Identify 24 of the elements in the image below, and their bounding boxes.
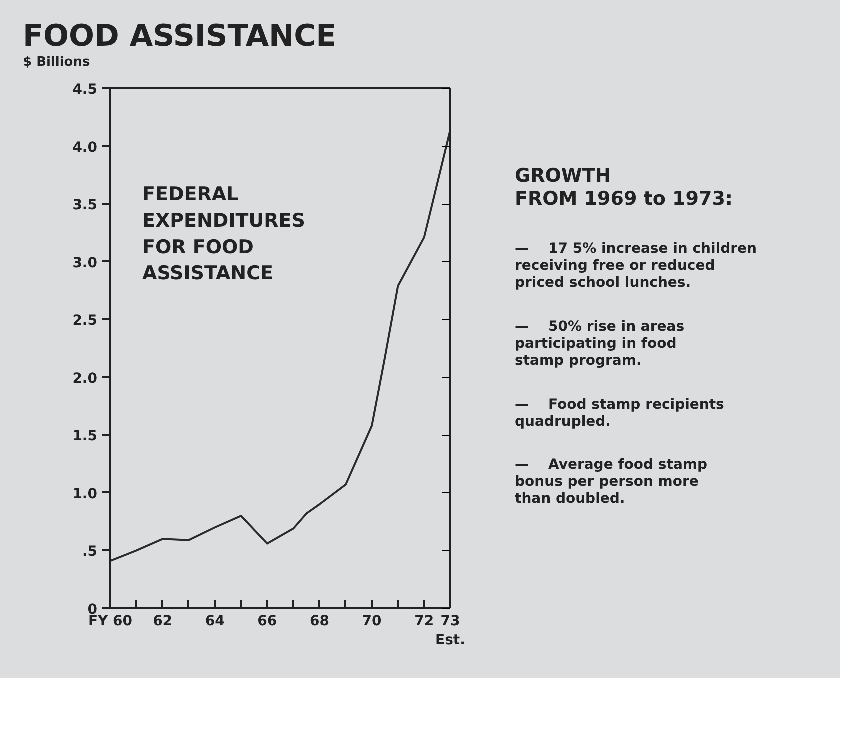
x-tick-label: 73 Est. [436, 614, 466, 649]
x-tick-label: 64 [205, 614, 226, 630]
y-axis-title: $ Billions [23, 55, 90, 71]
x-tick-label: 70 [362, 614, 382, 630]
y-tick-label: 4.5 [72, 82, 98, 98]
y-tick-label: .5 [82, 544, 98, 560]
y-tick-label: 3.5 [72, 198, 98, 214]
y-tick-label: 4.0 [72, 140, 98, 156]
chart-title: FOOD ASSISTANCE [23, 19, 337, 55]
text: — Average food stamp bonus per person more than doubled. [515, 457, 708, 508]
y-tick-label: 2.0 [72, 370, 98, 387]
y-tick-label: 1.5 [72, 428, 98, 445]
y-tick-label: 3.0 [72, 255, 98, 272]
annotation: FEDERAL EXPENDITURES FOR FOOD ASSISTANCE [142, 184, 306, 285]
text: — 17 5% increase in children receiving free or reduced priced school lunches. [515, 241, 757, 292]
x-tick-label: 72 [414, 614, 434, 630]
x-tick-label: 62 [153, 614, 173, 630]
y-tick-label: 1.0 [72, 486, 98, 502]
x-tick-label: 66 [258, 614, 278, 630]
x-tick-label: 68 [310, 614, 330, 630]
text: GROWTH FROM 1969 to 1973: [515, 165, 734, 211]
text: — Food stamp recipients quadrupled. [515, 397, 724, 431]
text: — 50% rise in areas participating in food stamp program. [515, 319, 685, 370]
y-tick-label: 2.5 [72, 313, 98, 330]
